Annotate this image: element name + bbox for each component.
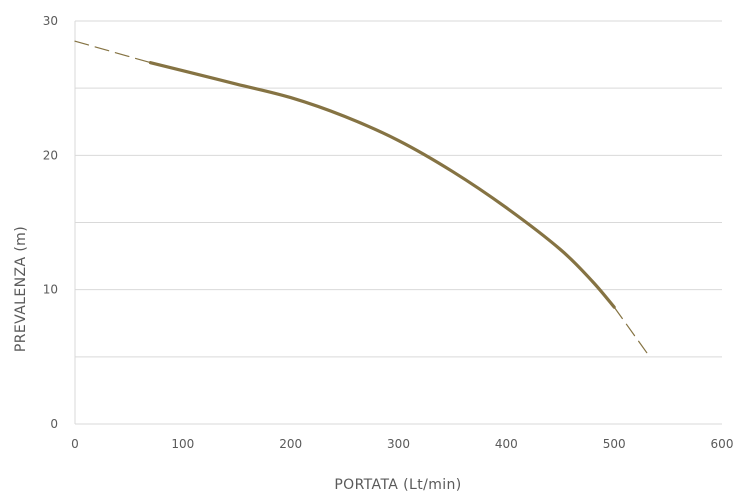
x-tick-labels: 0 100 200 300 400 500 600 [71, 437, 733, 451]
x-tick-label: 500 [603, 437, 626, 451]
series-lines [74, 40, 651, 358]
y-tick-label: 30 [43, 14, 58, 28]
x-tick-label: 0 [71, 437, 79, 451]
x-tick-label: 600 [711, 437, 734, 451]
series-line-dashed-2 [613, 306, 651, 358]
x-tick-label: 200 [279, 437, 302, 451]
y-axis-title: PREVALENZA (m) [13, 226, 29, 352]
y-tick-labels: 0 10 20 30 [43, 14, 58, 431]
y-tick-label: 0 [50, 417, 58, 431]
x-tick-label: 400 [495, 437, 518, 451]
y-tick-label: 10 [43, 283, 58, 297]
x-tick-label: 300 [387, 437, 410, 451]
axes [74, 21, 722, 425]
x-axis-title: PORTATA (Lt/min) [334, 477, 461, 492]
x-tick-label: 100 [171, 437, 194, 451]
gridlines [75, 20, 722, 358]
series-line-dashed-1 [74, 40, 152, 64]
series-line-solid [148, 61, 616, 309]
y-tick-label: 20 [43, 148, 58, 162]
